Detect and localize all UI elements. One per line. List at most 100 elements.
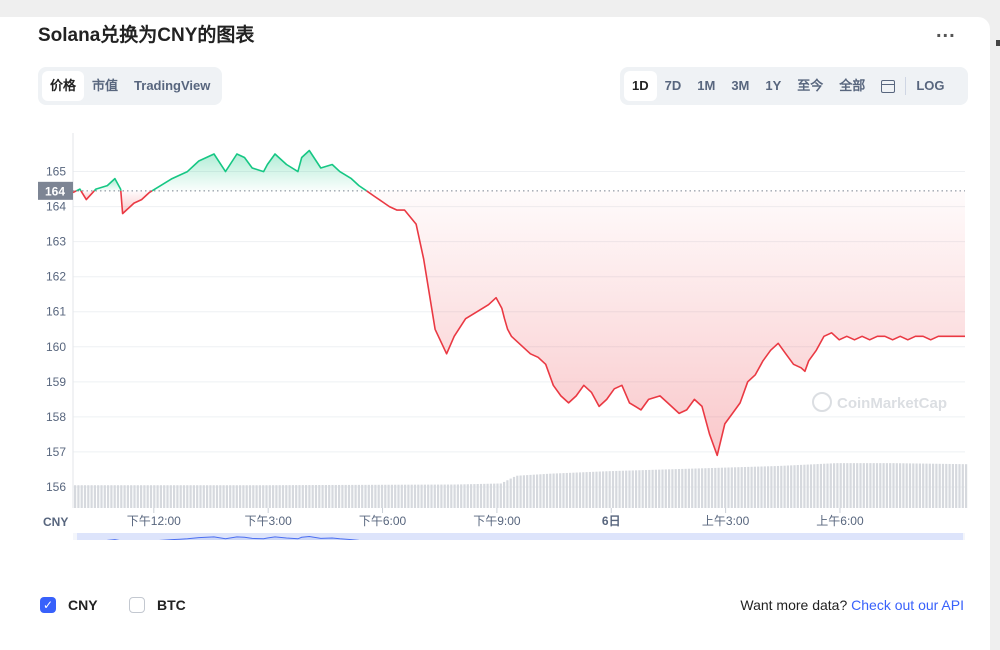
log-toggle[interactable]: LOG [916, 78, 945, 93]
volume-bar [618, 470, 621, 508]
checkbox-cny[interactable]: ✓ [40, 597, 56, 613]
y-tick-label: 160 [46, 340, 66, 354]
volume-bar [565, 472, 568, 508]
volume-bar [958, 464, 961, 508]
volume-bar [545, 473, 549, 508]
range-tabs: 1D 7D 1M 3M 1Y 至今 全部 LOG [620, 67, 968, 105]
volume-bar [730, 467, 733, 508]
volume-bar [413, 484, 417, 508]
range-7d[interactable]: 7D [664, 78, 682, 93]
volume-bar [262, 485, 265, 508]
more-options-icon[interactable]: ... [936, 20, 956, 42]
range-1d[interactable]: 1D [624, 71, 657, 101]
volume-bar [928, 463, 931, 508]
y-tick-label: 165 [46, 165, 66, 179]
volume-bar [905, 463, 908, 508]
volume-bar [74, 485, 77, 508]
volume-bar [569, 472, 572, 508]
volume-bar [404, 484, 407, 508]
volume-bar [701, 468, 704, 508]
calendar-icon[interactable] [881, 79, 896, 93]
volume-bar [658, 469, 661, 508]
volume-bar [747, 466, 750, 508]
volume-bar [192, 485, 195, 508]
volume-bar [806, 464, 809, 508]
checkbox-btc[interactable] [129, 597, 145, 613]
volume-bar [215, 485, 219, 508]
volume-bar [347, 484, 351, 508]
price-line-down [120, 190, 153, 215]
volume-bar [605, 471, 608, 508]
volume-bar [902, 463, 905, 508]
volume-bar [387, 484, 390, 508]
legend-btc[interactable]: BTC [129, 597, 186, 613]
volume-bar [512, 476, 516, 508]
range-1y[interactable]: 1Y [765, 78, 782, 93]
watermark: CoinMarketCap [812, 392, 947, 412]
volume-bar [895, 463, 898, 508]
volume-bar [509, 478, 512, 508]
volume-bar [664, 469, 667, 508]
volume-bar [740, 467, 743, 508]
volume-bar [255, 485, 258, 508]
volume-bar [800, 464, 803, 508]
volume-bar [272, 485, 275, 508]
volume-bar [278, 485, 281, 508]
volume-bar [453, 484, 456, 508]
volume-bar [199, 485, 202, 508]
volume-bar [829, 463, 832, 508]
range-ytd[interactable]: 至今 [797, 78, 824, 93]
volume-bar [872, 463, 875, 508]
volume-bar [371, 484, 374, 508]
volume-bar [717, 467, 720, 508]
volume-bar [400, 484, 403, 508]
volume-bar [862, 463, 865, 508]
volume-bar [182, 485, 186, 508]
volume-bar [136, 485, 139, 508]
volume-bar [100, 485, 103, 508]
volume-bar [608, 471, 611, 508]
watermark-text: CoinMarketCap [837, 395, 947, 412]
volume-bar [77, 485, 80, 508]
volume-bar [427, 484, 430, 508]
volume-bar [351, 484, 354, 508]
y-tick-label: 163 [46, 235, 66, 249]
volume-bar [826, 463, 829, 508]
legend-cny[interactable]: ✓ CNY [40, 597, 98, 613]
volume-bar [816, 464, 819, 508]
volume-bar [506, 480, 509, 508]
volume-bar [743, 466, 747, 508]
volume-bar [156, 485, 159, 508]
area-below-open [366, 190, 965, 456]
volume-bar [945, 463, 948, 508]
api-promo: Want more data? Check out our API [740, 597, 964, 613]
range-3m[interactable]: 3M [731, 78, 750, 93]
volume-bar [97, 485, 100, 508]
volume-bar [651, 469, 654, 508]
volume-bar [456, 484, 459, 508]
tab-price[interactable]: 价格 [42, 71, 85, 101]
volume-bar [328, 484, 331, 508]
tab-market-cap[interactable]: 市值 [92, 78, 119, 93]
price-line-up [151, 149, 367, 192]
tab-tradingview[interactable]: TradingView [134, 78, 211, 93]
volume-bar [588, 471, 591, 508]
volume-bar [885, 463, 888, 508]
range-all[interactable]: 全部 [839, 78, 866, 93]
volume-bar [536, 474, 539, 508]
x-tick-label: 上午3:00 [702, 514, 750, 528]
range-1m[interactable]: 1M [697, 78, 716, 93]
x-tick-label: 6日 [602, 514, 621, 528]
volume-bar [423, 484, 426, 508]
volume-bar [786, 465, 789, 508]
volume-bar [443, 484, 446, 508]
volume-bar [377, 484, 380, 508]
volume-bar [90, 485, 93, 508]
api-link[interactable]: Check out our API [851, 597, 964, 613]
volume-bar [948, 463, 951, 508]
volume-bar [496, 483, 499, 508]
volume-bar [955, 464, 958, 508]
price-chart[interactable]: 165 164 163 162 161 160 159 158 157 156 164 CoinMar… [0, 0, 1000, 540]
volume-bar [357, 484, 360, 508]
volume-bar [120, 485, 123, 508]
